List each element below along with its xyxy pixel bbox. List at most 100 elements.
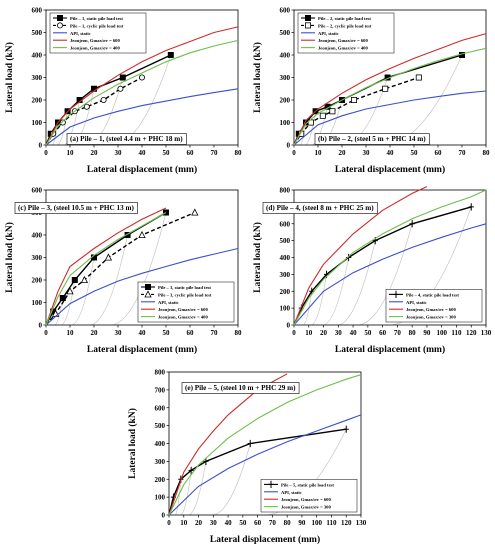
panel-title-text: (d) Pile – 4, (steel 8 m + PHC 25 m) — [266, 204, 374, 212]
legend: Pile – 1, static pile load test Pile – 1,… — [49, 12, 147, 54]
legend-entry: API, static — [318, 31, 339, 36]
y-tick-label: 300 — [155, 458, 166, 466]
x-tick-label: 0 — [44, 149, 48, 157]
legend-entry: Pile – 3, cyclic pile load test — [158, 292, 212, 297]
x-tick-label: 60 — [435, 149, 443, 157]
y-tick-label: 400 — [155, 440, 166, 448]
x-tick-label: 30 — [363, 149, 371, 157]
x-tick-label: 100 — [436, 329, 447, 337]
y-tick-label: 200 — [155, 476, 166, 484]
chart-panel-d: 0 10 20 30 40 50 60 70 80 90 100 110 120 130 0 100 200 30… — [250, 182, 494, 358]
series-line-2 — [293, 90, 487, 146]
y-tick-label: 500 — [280, 29, 291, 37]
data-point — [59, 295, 66, 302]
y-axis-label: Lateral load (kN) — [252, 42, 263, 113]
legend-entry: API, static — [281, 490, 302, 495]
y-axis-label: Lateral load (kN) — [4, 42, 15, 113]
panel-title-box — [314, 133, 430, 145]
y-tick-label: 600 — [155, 404, 166, 412]
x-tick-label: 40 — [139, 149, 147, 157]
x-tick-label: 0 — [167, 519, 171, 527]
y-tick-label: 800 — [155, 369, 166, 377]
y-tick-label: 200 — [32, 97, 43, 105]
x-tick-label: 40 — [225, 519, 233, 527]
legend-entry: Jeonjeon, Gmax/σv = 600 — [158, 307, 208, 312]
series-line-1 — [168, 414, 362, 516]
legend-marker — [305, 14, 312, 21]
x-tick-label: 30 — [210, 519, 218, 527]
y-tick-label: 100 — [280, 305, 291, 313]
x-tick-label: 50 — [364, 329, 372, 337]
x-axis-label: Lateral displacement (mm) — [87, 164, 197, 175]
x-tick-label: 60 — [254, 519, 262, 527]
y-tick-label: 300 — [280, 74, 291, 82]
data-point — [329, 108, 336, 115]
panel-title-text: (e) Pile – 5, (steel 10 m + PHC 29 m) — [185, 384, 296, 392]
x-tick-label: 60 — [187, 149, 195, 157]
data-point — [71, 277, 78, 284]
x-tick-label: 80 — [235, 149, 243, 157]
cyclic-trace — [358, 223, 413, 326]
x-tick-label: 100 — [311, 519, 322, 527]
legend: Pile – 3, static pile load test Pile – 3,… — [137, 281, 235, 323]
series-line-2 — [293, 186, 428, 326]
y-tick-label: 0 — [287, 142, 291, 150]
x-tick-label: 130 — [481, 329, 492, 337]
legend-entry: Jeonjeon, Gmax/σv = 300 — [406, 315, 456, 320]
panel-title: (a) Pile – 1, (steel 4.4 m + PHC 18 m) — [66, 133, 187, 145]
legend-entry: Jeonjeon, Gmax/σv = 400 — [70, 46, 120, 51]
x-tick-label: 20 — [91, 149, 99, 157]
y-axis-label: Lateral load (kN) — [4, 222, 15, 293]
data-point — [343, 425, 349, 433]
series-line-4 — [45, 39, 239, 146]
panel-title-text: (c) Pile – 3, (steel 10.5 m + PHC 13 m) — [18, 204, 134, 212]
y-tick-label: 500 — [155, 422, 166, 430]
x-tick-label: 70 — [394, 329, 402, 337]
x-tick-label: 110 — [326, 519, 337, 527]
y-tick-label: 0 — [39, 322, 43, 330]
legend: Pile – 5, static pile load test API, stat… — [260, 479, 358, 513]
y-axis-label: Lateral load (kN) — [127, 408, 138, 479]
y-tick-label: 600 — [32, 7, 43, 15]
panel-title: (b) Pile – 2, (steel 5 m + PHC 14 m) — [314, 133, 430, 145]
series-line-2 — [45, 88, 239, 146]
series-line-3 — [45, 207, 167, 326]
series-line-0 — [293, 54, 463, 146]
y-tick-label: 300 — [280, 271, 291, 279]
chart-svg: 0 10 20 30 40 50 60 70 80 90 100 110 120 130 0 100 200 30… — [252, 186, 492, 355]
series-line-4 — [45, 212, 167, 326]
y-tick-label: 300 — [32, 74, 43, 82]
y-tick-label: 400 — [32, 232, 43, 240]
y-tick-label: 600 — [280, 7, 291, 15]
x-tick-label: 10 — [305, 329, 313, 337]
y-tick-label: 400 — [32, 52, 43, 60]
chart-svg: 0 10 20 30 40 50 60 70 80 0 100 200 300 400 500 600 Late… — [252, 7, 491, 176]
x-tick-label: 0 — [292, 329, 296, 337]
series-line-1 — [293, 223, 487, 326]
chart-svg: 0 10 20 30 40 50 60 70 80 0 100 200 300 400 500 600 Late… — [4, 7, 243, 176]
x-tick-label: 50 — [163, 329, 171, 337]
legend-entry: Pile – 4, static pile load test — [406, 292, 459, 297]
x-tick-label: 90 — [423, 329, 431, 337]
legend-entry: Jeonjeon, Gmax/σv = 600 — [70, 38, 120, 43]
data-point — [351, 97, 358, 104]
y-tick-label: 0 — [39, 142, 43, 150]
x-tick-label: 80 — [483, 149, 491, 157]
legend-entry: Jeonjeon, Gmax/σv = 300 — [281, 505, 331, 510]
legend-entry: Pile – 5, static pile load test — [281, 482, 334, 487]
cyclic-trace-group — [300, 54, 463, 146]
x-tick-label: 80 — [409, 329, 417, 337]
x-tick-label: 20 — [195, 519, 203, 527]
cyclic-trace — [64, 99, 80, 146]
data-point — [59, 119, 66, 126]
legend-marker — [144, 290, 152, 298]
legend-entry: Jeonjeon, Gmax/σv = 400 — [158, 315, 208, 320]
y-tick-label: 0 — [287, 322, 291, 330]
x-tick-label: 0 — [44, 329, 48, 337]
y-tick-label: 500 — [280, 237, 291, 245]
chart-panel-e: 0 10 20 30 40 50 60 70 80 90 100 110 120 130 0 100 200 30… — [125, 364, 369, 548]
y-tick-label: 600 — [32, 187, 43, 195]
x-tick-label: 0 — [292, 149, 296, 157]
legend-entry: Jeonjeon, Gmax/σv = 600 — [281, 497, 331, 502]
x-tick-label: 70 — [211, 329, 219, 337]
